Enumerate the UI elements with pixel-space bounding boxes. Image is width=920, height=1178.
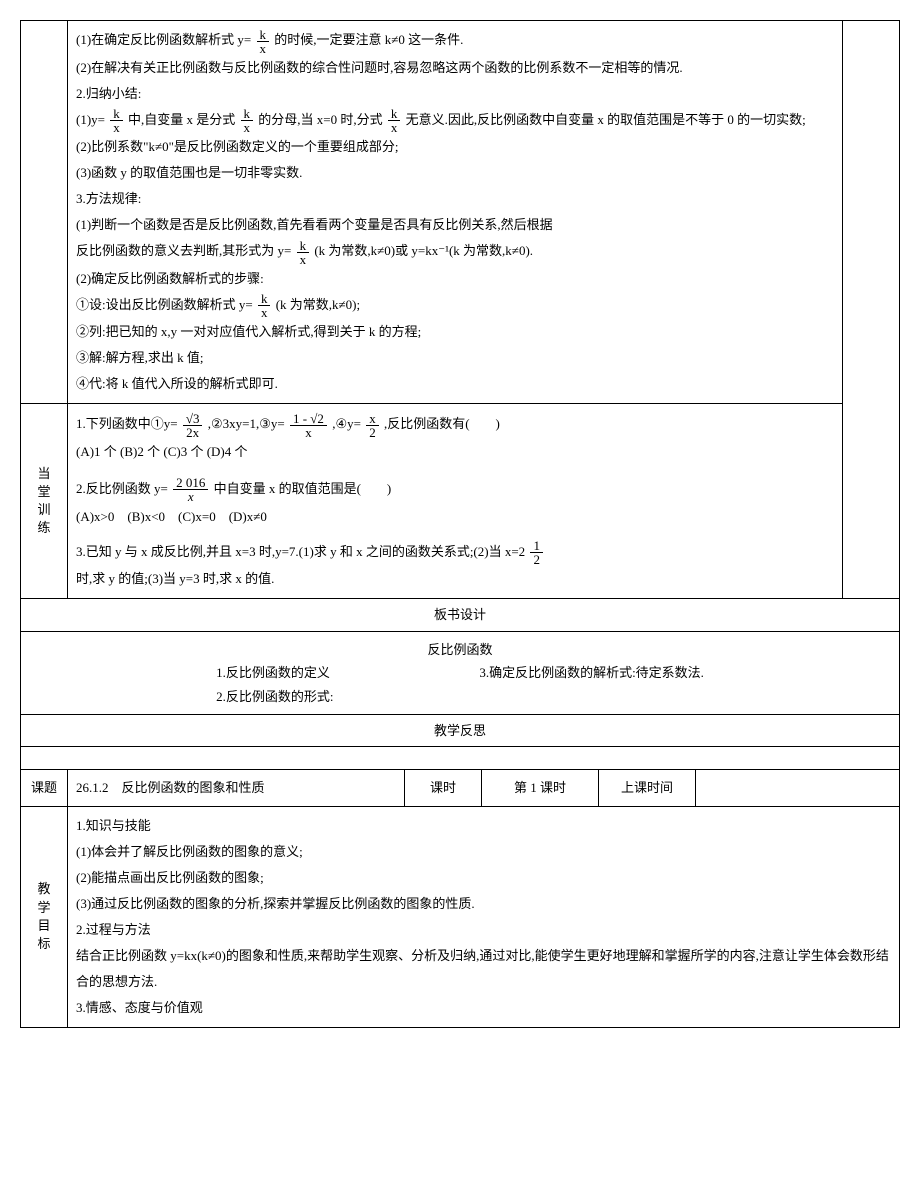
b1-l9a: 反比例函数的意义去判断,其形式为 y= xyxy=(76,243,291,258)
b1-l7: 3.方法规律: xyxy=(76,186,834,212)
g-l1: 1.知识与技能 xyxy=(76,813,891,839)
board-design-title: 板书设计 xyxy=(21,599,900,631)
board-l1: 1.反比例函数的定义 xyxy=(216,661,476,684)
q1-d: ,反比例函数有( ) xyxy=(384,416,500,431)
frac-k-x-4: kx xyxy=(388,107,401,134)
b1-l11b: (k 为常数,k≠0); xyxy=(276,297,360,312)
q1-frac2: 1 - √2x xyxy=(290,412,327,439)
board-l3: 3.确定反比例函数的解析式:待定系数法. xyxy=(479,665,704,680)
frac-k-x-6: kx xyxy=(258,292,271,319)
block1-content: (1)在确定反比例函数解析式 y= kx 的时候,一定要注意 k≠0 这一条件.… xyxy=(68,21,843,404)
q1-c: ,④y= xyxy=(332,416,361,431)
b1-l3: 2.归纳小结: xyxy=(76,81,834,107)
g-l7: 3.情感、态度与价值观 xyxy=(76,995,891,1021)
g-l3: (2)能描点画出反比例函数的图象; xyxy=(76,865,891,891)
q1-opts: (A)1 个 (B)2 个 (C)3 个 (D)4 个 xyxy=(76,439,834,465)
q2-b: 中自变量 x 的取值范围是( ) xyxy=(214,481,392,496)
g-l6: 结合正比例函数 y=kx(k≠0)的图象和性质,来帮助学生观察、分析及归纳,通过… xyxy=(76,943,891,995)
b1-l5: (2)比例系数"k≠0"是反比例函数定义的一个重要组成部分; xyxy=(76,134,834,160)
goals-side: 教学目标 xyxy=(21,806,68,1027)
block2-side-text: 当堂训练 xyxy=(29,465,59,538)
goals-content: 1.知识与技能 (1)体会并了解反比例函数的图象的意义; (2)能描点画出反比例… xyxy=(68,806,900,1027)
goals-side-text: 教学目标 xyxy=(29,880,59,953)
frac-k-x-2: kx xyxy=(110,107,123,134)
topic-value: 26.1.2 反比例函数的图象和性质 xyxy=(68,770,405,806)
board-design-content: 反比例函数 1.反比例函数的定义 3.确定反比例函数的解析式:待定系数法. 2.… xyxy=(21,631,900,714)
b1-l4d: 无意义.因此,反比例函数中自变量 x 的取值范围是不等于 0 的一切实数; xyxy=(406,112,806,127)
q2-opts: (A)x>0 (B)x<0 (C)x=0 (D)x≠0 xyxy=(76,504,834,530)
frac-k-x-5: kx xyxy=(297,239,310,266)
board-sub: 反比例函数 xyxy=(29,638,891,661)
b1-l12: ②列:把已知的 x,y 一对对应值代入解析式,得到关于 k 的方程; xyxy=(76,319,834,345)
reflect-title: 教学反思 xyxy=(21,715,900,747)
block2-content: 1.下列函数中①y= √32x ,②3xy=1,③y= 1 - √2x ,④y=… xyxy=(68,404,843,599)
reflect-blank xyxy=(21,747,900,770)
b1-l4c: 的分母,当 x=0 时,分式 xyxy=(258,112,382,127)
lesson-plan-table: (1)在确定反比例函数解析式 y= kx 的时候,一定要注意 k≠0 这一条件.… xyxy=(20,20,900,1028)
q3-b: 时,求 y 的值;(3)当 y=3 时,求 x 的值. xyxy=(76,566,834,592)
b1-l8: (1)判断一个函数是否是反比例函数,首先看看两个变量是否具有反比例关系,然后根据 xyxy=(76,212,834,238)
period-label: 课时 xyxy=(405,770,482,806)
b1-l4a: (1)y= xyxy=(76,112,105,127)
frac-k-x-3: kx xyxy=(241,107,254,134)
b1-l1b: 的时候,一定要注意 k≠0 这一条件. xyxy=(274,32,463,47)
b1-l13: ③解:解方程,求出 k 值; xyxy=(76,345,834,371)
b1-l10: (2)确定反比例函数解析式的步骤: xyxy=(76,266,834,292)
b1-l2: (2)在解决有关正比例函数与反比例函数的综合性问题时,容易忽略这两个函数的比例系… xyxy=(76,55,834,81)
b1-l6: (3)函数 y 的取值范围也是一切非零实数. xyxy=(76,160,834,186)
q1-frac1: √32x xyxy=(183,412,203,439)
g-l2: (1)体会并了解反比例函数的图象的意义; xyxy=(76,839,891,865)
topic-label: 课题 xyxy=(21,770,68,806)
b1-l9b: (k 为常数,k≠0)或 y=kx⁻¹(k 为常数,k≠0). xyxy=(314,243,533,258)
g-l4: (3)通过反比例函数的图象的分析,探索并掌握反比例函数的图象的性质. xyxy=(76,891,891,917)
frac-k-x-1: kx xyxy=(257,28,270,55)
time-label: 上课时间 xyxy=(599,770,696,806)
time-value xyxy=(696,770,900,806)
board-l2: 2.反比例函数的形式: xyxy=(216,689,333,704)
q1-a: 1.下列函数中①y= xyxy=(76,416,178,431)
q1-frac3: x2 xyxy=(366,412,379,439)
q2-a: 2.反比例函数 y= xyxy=(76,481,168,496)
b1-l14: ④代:将 k 值代入所设的解析式即可. xyxy=(76,371,834,397)
b1-l1a: (1)在确定反比例函数解析式 y= xyxy=(76,32,251,47)
right-margin-col xyxy=(843,21,900,599)
period-value: 第 1 课时 xyxy=(482,770,599,806)
q1-b: ,②3xy=1,③y= xyxy=(208,416,285,431)
q3-a: 3.已知 y 与 x 成反比例,并且 x=3 时,y=7.(1)求 y 和 x … xyxy=(76,544,525,559)
b1-l4b: 中,自变量 x 是分式 xyxy=(128,112,235,127)
q3-frac1: 12 xyxy=(530,539,543,566)
b1-l11a: ①设:设出反比例函数解析式 y= xyxy=(76,297,253,312)
q2-frac1: 2 016x xyxy=(173,476,208,503)
block1-side xyxy=(21,21,68,404)
g-l5: 2.过程与方法 xyxy=(76,917,891,943)
block2-side: 当堂训练 xyxy=(21,404,68,599)
